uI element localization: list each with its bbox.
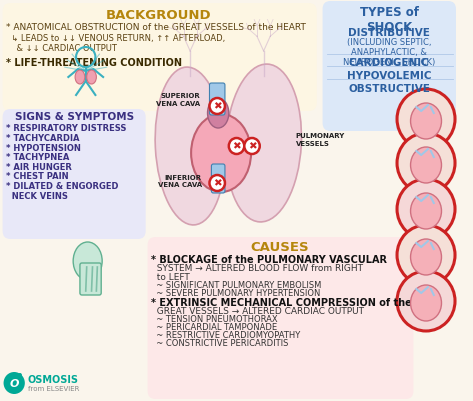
Ellipse shape	[208, 99, 229, 129]
Text: * HYPOTENSION: * HYPOTENSION	[7, 144, 81, 153]
Text: SUPERIOR
VENA CAVA: SUPERIOR VENA CAVA	[156, 93, 200, 106]
FancyBboxPatch shape	[211, 164, 225, 194]
Text: ~ SIGNIFICANT PULMONARY EMBOLISM: ~ SIGNIFICANT PULMONARY EMBOLISM	[151, 280, 322, 289]
Text: CAUSES: CAUSES	[251, 241, 309, 253]
Ellipse shape	[411, 104, 441, 140]
Circle shape	[244, 139, 260, 155]
Text: (INCLUDING SEPTIC,
ANAPHYLACTIC, &
NEUROGENIC SHOCK): (INCLUDING SEPTIC, ANAPHYLACTIC, & NEURO…	[343, 38, 436, 67]
Text: * EXTRINSIC MECHANICAL COMPRESSION of the: * EXTRINSIC MECHANICAL COMPRESSION of th…	[151, 297, 412, 307]
Text: GREAT VESSELS → ALTERED CARDIAC OUTPUT: GREAT VESSELS → ALTERED CARDIAC OUTPUT	[151, 306, 365, 315]
Text: * AIR HUNGER: * AIR HUNGER	[7, 162, 72, 172]
Text: * RESPIRATORY DISTRESS: * RESPIRATORY DISTRESS	[7, 124, 127, 133]
Text: * TACHYCARDIA: * TACHYCARDIA	[7, 134, 80, 143]
Text: & ↓↓ CARDIAC OUTPUT: & ↓↓ CARDIAC OUTPUT	[7, 44, 117, 53]
Ellipse shape	[155, 68, 225, 225]
Text: * TACHYPNEA: * TACHYPNEA	[7, 153, 70, 162]
Text: ✖: ✖	[213, 178, 221, 188]
Text: ~ PERICARDIAL TAMPONADE: ~ PERICARDIAL TAMPONADE	[151, 322, 278, 331]
Ellipse shape	[226, 65, 301, 223]
Text: from ELSEVIER: from ELSEVIER	[28, 385, 79, 391]
Ellipse shape	[191, 115, 251, 192]
FancyBboxPatch shape	[323, 2, 456, 132]
Text: SIGNS & SYMPTOMS: SIGNS & SYMPTOMS	[15, 112, 134, 122]
Circle shape	[210, 99, 225, 115]
Text: * ANATOMICAL OBSTRUCTION of the GREAT VESSELS of the HEART: * ANATOMICAL OBSTRUCTION of the GREAT VE…	[7, 23, 307, 32]
Circle shape	[397, 134, 455, 194]
FancyBboxPatch shape	[2, 4, 317, 112]
Text: ~ SEVERE PULMONARY HYPERTENSION: ~ SEVERE PULMONARY HYPERTENSION	[151, 288, 321, 297]
FancyBboxPatch shape	[148, 237, 413, 399]
Ellipse shape	[411, 148, 441, 184]
Ellipse shape	[411, 239, 441, 275]
Text: HYPOVOLEMIC: HYPOVOLEMIC	[347, 71, 431, 81]
Circle shape	[397, 225, 455, 285]
Text: SYSTEM → ALTERED BLOOD FLOW from RIGHT: SYSTEM → ALTERED BLOOD FLOW from RIGHT	[151, 263, 363, 272]
Text: BACKGROUND: BACKGROUND	[105, 9, 211, 22]
Circle shape	[397, 90, 455, 150]
Text: O: O	[9, 378, 19, 388]
Text: OSMOSIS: OSMOSIS	[28, 374, 79, 384]
Text: CARDIOGENIC: CARDIOGENIC	[349, 58, 429, 68]
Text: DISTRIBUTIVE: DISTRIBUTIVE	[348, 28, 430, 38]
Text: ~ CONSTRICTIVE PERICARDITIS: ~ CONSTRICTIVE PERICARDITIS	[151, 338, 289, 347]
Text: to LEFT: to LEFT	[151, 272, 190, 281]
Ellipse shape	[411, 194, 441, 229]
Ellipse shape	[73, 242, 102, 280]
Text: TYPES of
SHOCK: TYPES of SHOCK	[360, 6, 419, 34]
Circle shape	[397, 271, 455, 331]
Ellipse shape	[87, 71, 96, 85]
Text: ✖: ✖	[213, 101, 221, 111]
Text: * LIFE-THREATENING CONDITION: * LIFE-THREATENING CONDITION	[7, 58, 183, 68]
Circle shape	[18, 373, 22, 377]
Text: ✖: ✖	[232, 141, 241, 151]
Circle shape	[210, 176, 225, 192]
Circle shape	[4, 372, 25, 394]
Text: * DILATED & ENGORGED
  NECK VEINS: * DILATED & ENGORGED NECK VEINS	[7, 182, 119, 200]
Ellipse shape	[75, 71, 85, 85]
FancyBboxPatch shape	[210, 84, 225, 116]
Text: PULMONARY
VESSELS: PULMONARY VESSELS	[296, 133, 345, 146]
Text: ~ TENSION PNEUMOTHORAX: ~ TENSION PNEUMOTHORAX	[151, 314, 278, 323]
Ellipse shape	[411, 285, 441, 321]
Text: ↳ LEADS to ↓↓ VENOUS RETURN, ↑↑ AFTERLOAD,: ↳ LEADS to ↓↓ VENOUS RETURN, ↑↑ AFTERLOA…	[7, 34, 226, 43]
Text: OBSTRUCTIVE: OBSTRUCTIVE	[348, 84, 430, 94]
Text: ~ RESTRICTIVE CARDIOMYOPATHY: ~ RESTRICTIVE CARDIOMYOPATHY	[151, 330, 301, 339]
Text: * CHEST PAIN: * CHEST PAIN	[7, 172, 69, 180]
Text: ✖: ✖	[248, 141, 256, 151]
Text: * BLOCKAGE of the PULMONARY VASCULAR: * BLOCKAGE of the PULMONARY VASCULAR	[151, 254, 387, 264]
FancyBboxPatch shape	[2, 110, 146, 239]
Text: INFERIOR
VENA CAVA: INFERIOR VENA CAVA	[158, 175, 202, 188]
FancyBboxPatch shape	[80, 263, 101, 295]
Circle shape	[397, 180, 455, 239]
Circle shape	[229, 139, 244, 155]
